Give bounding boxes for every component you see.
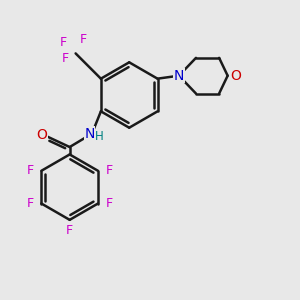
Text: F: F	[26, 164, 34, 177]
Text: O: O	[230, 69, 241, 83]
Text: F: F	[60, 36, 67, 49]
Text: F: F	[26, 197, 34, 210]
Text: F: F	[106, 197, 113, 210]
Text: F: F	[80, 33, 87, 46]
Text: F: F	[62, 52, 69, 65]
Text: F: F	[66, 224, 73, 237]
Text: H: H	[95, 130, 104, 143]
Text: N: N	[84, 127, 95, 141]
Text: N: N	[174, 69, 184, 83]
Text: O: O	[37, 128, 47, 142]
Text: F: F	[106, 164, 113, 177]
